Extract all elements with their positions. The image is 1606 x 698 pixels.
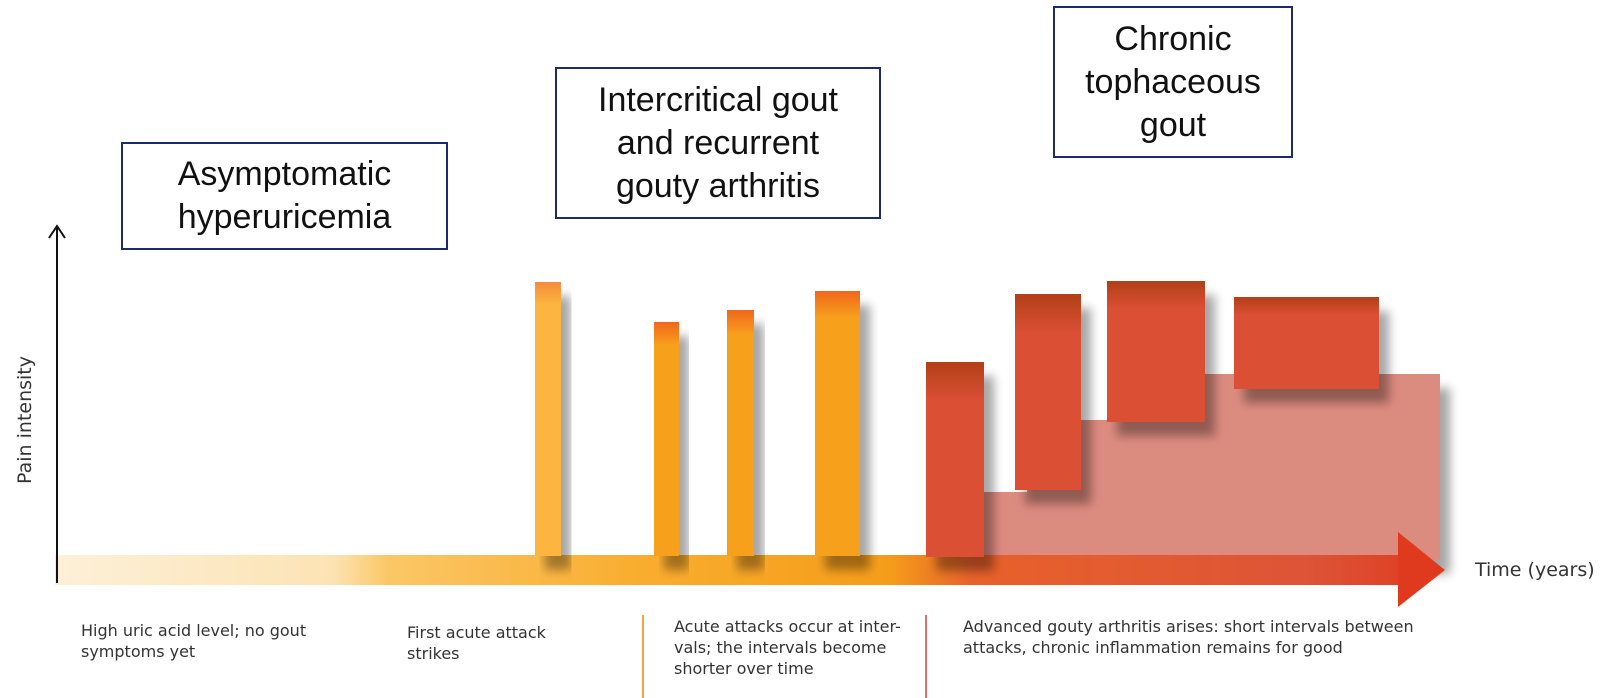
recurrent-attack-bar-3: [815, 291, 860, 556]
chronic-attack-block-3: [1107, 281, 1205, 422]
y-axis-label: Pain intensity: [14, 356, 36, 484]
description-first-attack: First acute attack strikes: [407, 623, 546, 663]
chronic-attack-block-4: [1234, 297, 1379, 389]
recurrent-attack-bar-1: [654, 322, 679, 556]
first-attack-bar: [535, 282, 561, 556]
stage-chronic-tophaceous-gout-box: Chronic tophaceous gout: [1053, 6, 1293, 158]
x-axis-label: Time (years): [1474, 559, 1595, 581]
time-arrow-shaft: [55, 555, 1405, 585]
description-asymptomatic: High uric acid level; no gout symptoms y…: [81, 621, 307, 661]
y-axis-arrow-icon: [48, 224, 66, 239]
chronic-attack-block-1: [926, 362, 984, 557]
description-recurrent-attacks: Acute attacks occur at inter- vals; the …: [674, 617, 901, 678]
stage-intercritical-gout-box: Intercritical gout and recurrent gouty a…: [555, 67, 881, 219]
stage-asymptomatic-hyperuricemia-box: Asymptomatic hyperuricemia: [121, 142, 448, 250]
chronic-attack-block-2: [1015, 294, 1081, 490]
recurrent-attack-bar-2: [727, 310, 754, 556]
time-arrow-head: [1398, 532, 1445, 607]
description-advanced-gout: Advanced gouty arthritis arises: short i…: [963, 617, 1414, 657]
